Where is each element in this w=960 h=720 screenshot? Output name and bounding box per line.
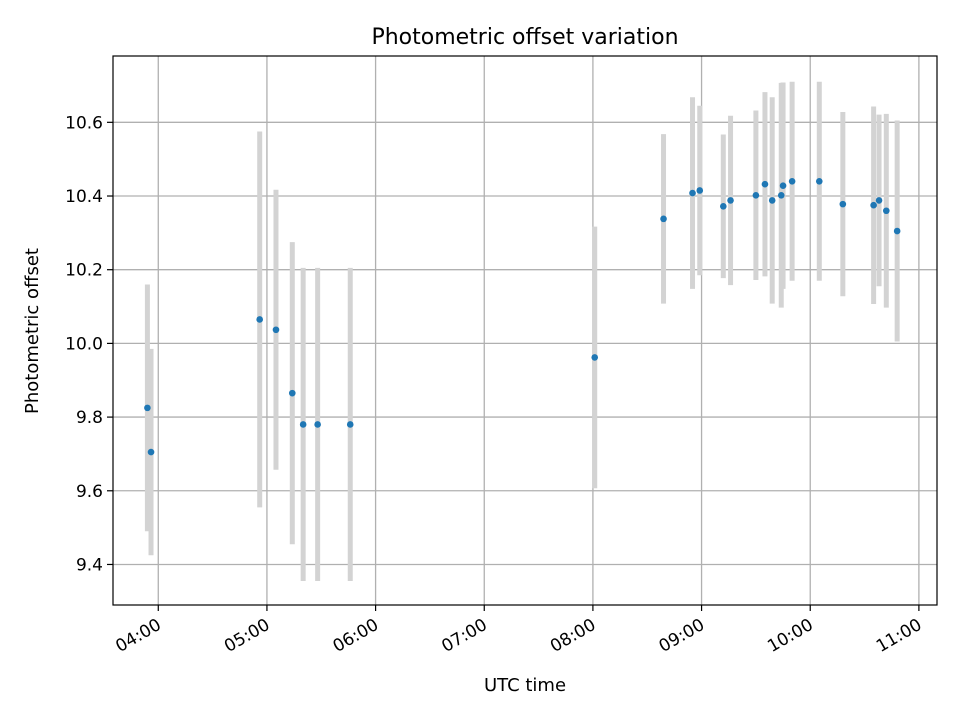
data-point <box>882 207 890 215</box>
data-point <box>870 201 877 209</box>
x-axis-label: UTC time <box>484 675 566 696</box>
data-point <box>314 421 321 428</box>
data-point <box>788 177 796 185</box>
data-point <box>288 389 296 397</box>
data-point <box>346 421 354 428</box>
chart-title: Photometric offset variation <box>371 25 678 50</box>
y-tick-label: 10.4 <box>65 187 103 207</box>
data-point <box>689 189 696 197</box>
data-point <box>761 180 769 188</box>
y-axis-label: Photometric offset <box>22 248 43 414</box>
data-point <box>768 197 776 204</box>
grid <box>113 56 937 605</box>
data-point <box>839 200 847 208</box>
data-point <box>696 187 704 194</box>
y-tick-label: 10.6 <box>65 113 103 133</box>
data-points <box>144 177 901 456</box>
data-point <box>893 227 901 235</box>
data-point <box>727 197 734 204</box>
plot-frame <box>112 55 938 606</box>
data-point <box>660 215 667 223</box>
data-point <box>299 421 307 428</box>
data-point <box>777 191 785 199</box>
y-tick-label: 9.8 <box>76 408 103 428</box>
y-tick-label: 9.6 <box>76 482 103 502</box>
data-point <box>752 191 760 199</box>
data-point <box>144 404 151 412</box>
y-tick-label: 9.4 <box>76 555 103 575</box>
data-point <box>779 182 787 189</box>
data-point <box>591 354 599 361</box>
data-point <box>720 203 727 210</box>
y-tick-label: 10.2 <box>65 261 103 281</box>
y-axis-ticks: 9.4 9.6 9.8 10.0 10.2 10.4 10.6 <box>65 113 113 575</box>
data-point <box>815 177 823 185</box>
data-point <box>256 316 263 323</box>
data-point <box>875 197 883 204</box>
data-point <box>147 448 155 456</box>
data-point <box>272 326 280 334</box>
y-tick-label: 10.0 <box>65 334 103 354</box>
plot-area <box>113 56 937 605</box>
